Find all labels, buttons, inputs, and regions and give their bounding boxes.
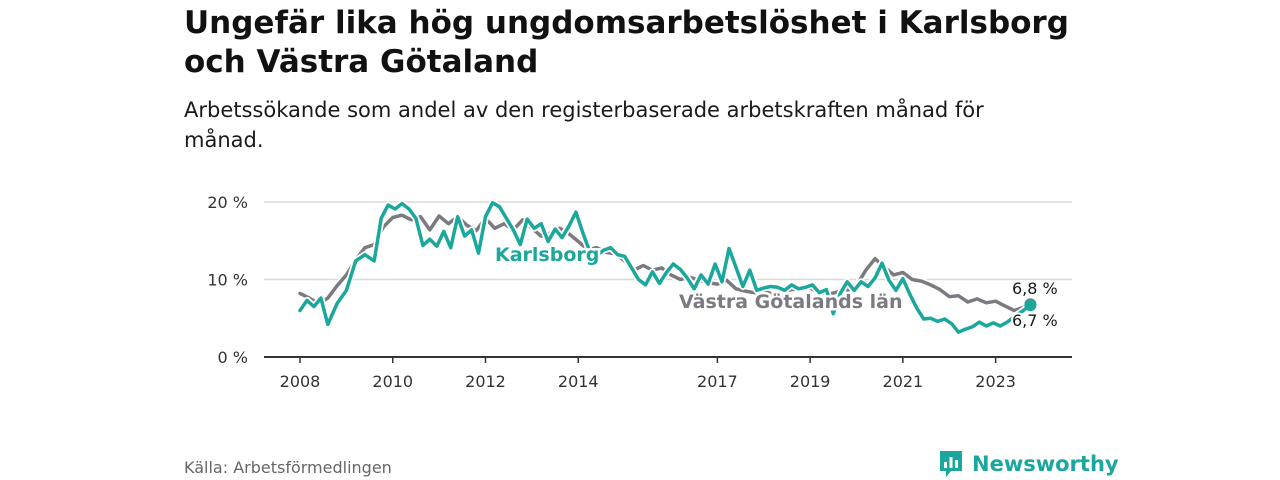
series-labels: 6,8 % 6,7 % Västra Götalands län Karlsborg [493, 242, 1060, 333]
y-tick-label: 0 % [218, 348, 248, 367]
source-note: Källa: Arbetsförmedlingen [184, 458, 392, 477]
x-tick-label: 2023 [975, 372, 1016, 391]
brand-logo[interactable]: Newsworthy [938, 449, 1119, 479]
end-value-label-karlsborg: 6,7 % [1012, 311, 1058, 330]
x-tick-label: 2014 [558, 372, 599, 391]
x-tick-label: 2008 [280, 372, 321, 391]
series-line-karlsborg [298, 201, 1033, 334]
series-line-vastra-gotaland [298, 213, 1033, 313]
end-marker-karlsborg [1024, 299, 1037, 312]
axes: 0 % 10 % 20 % 2008 2010 2012 2014 2017 2019 2021 2… [207, 193, 1072, 391]
x-tick-label: 2021 [883, 372, 924, 391]
x-tick-label: 2010 [372, 372, 413, 391]
bar-chart-logo-icon [940, 451, 962, 477]
brand-name: Newsworthy [972, 452, 1119, 476]
x-tick-label: 2019 [790, 372, 831, 391]
y-tick-label: 10 % [207, 271, 248, 290]
chart-title: Ungefär lika hög ungdomsarbetslöshet i K… [184, 5, 1069, 80]
y-tick-label: 20 % [207, 193, 248, 212]
x-tick-label: 2012 [465, 372, 506, 391]
series-lines [297, 199, 1033, 336]
series-name-label-vastra-gotaland: Västra Götalands län [679, 291, 902, 313]
series-name-label-karlsborg: Karlsborg [495, 244, 599, 266]
series-halo [298, 211, 1032, 314]
end-value-label-vastra-gotaland: 6,8 % [1012, 279, 1058, 298]
x-tick-label: 2017 [697, 372, 738, 391]
chart-subtitle: Arbetssökande som andel av den registerb… [184, 98, 984, 152]
